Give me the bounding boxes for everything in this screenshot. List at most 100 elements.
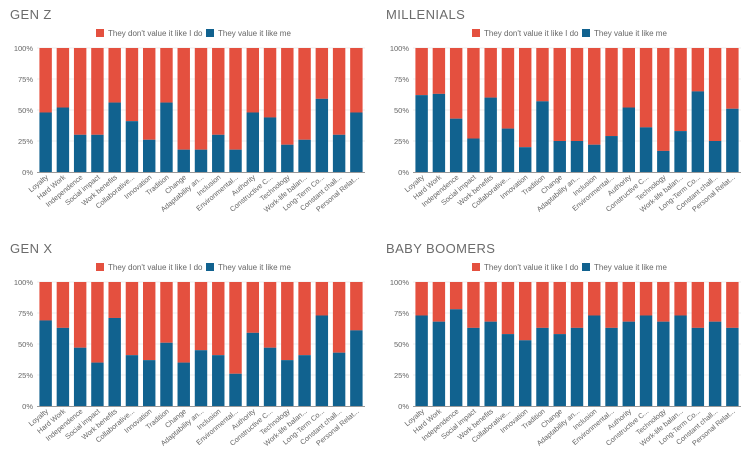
legend-swatch-blue [582,29,590,37]
bar-segment-red [605,282,618,328]
bar-segment-red [281,282,294,361]
bar-segment-blue [570,141,584,172]
legend-label-red: They don't value it like I do [484,29,579,38]
chart-panel-millenials: MILLENIALS They don't value it like I do… [376,0,752,233]
bar-segment-blue [125,121,139,172]
bar-segment-red [570,282,584,328]
bar-segment-red [194,282,208,351]
y-tick-label: 50% [394,106,409,115]
bar-segment-blue [281,144,294,172]
bar-segment-blue [449,118,463,172]
bar-segment-red [73,48,87,135]
bar-segment-blue [91,362,104,406]
legend-swatch-red [472,263,480,271]
bar-segment-blue [570,327,584,406]
bar-segment-red [622,282,636,322]
y-tick-label: 75% [18,75,33,84]
bar-segment-red [263,282,277,348]
bar-segment-blue [518,147,532,172]
chart-svg: They don't value it like I do They value … [390,263,741,448]
bar-segment-blue [553,141,566,172]
bar-segment-red [484,282,497,322]
bar-segment-red [415,48,428,96]
y-tick-label: 50% [394,340,409,349]
chart-title: BABY BOOMERS [386,241,496,256]
bar-segment-blue [536,327,549,406]
legend-label-red: They don't value it like I do [108,29,203,38]
bar-segment-blue [432,321,446,406]
bar-segment-blue [39,320,52,406]
bar-segment-red [108,282,121,318]
chart-svg: They don't value it like I do They value … [390,29,741,214]
bar-segment-blue [467,138,480,172]
bar-segment-blue [298,139,311,172]
bar-segment-red [332,282,346,353]
bar-segment-blue [501,334,515,406]
bar-segment-blue [691,91,705,172]
bar-segment-blue [160,102,173,172]
bar-segment-red [246,48,260,113]
bar-segment-blue [726,108,739,172]
bar-segment-blue [622,107,636,172]
bar-segment-red [467,48,480,139]
bar-segment-red [570,48,584,141]
y-tick-label: 25% [18,371,33,380]
bar-segment-blue [484,97,497,172]
bar-segment-red [108,48,121,103]
bar-segment-blue [639,315,653,406]
bar-segment-red [56,282,70,328]
chart-svg: They don't value it like I do They value … [14,263,365,448]
chart-panel-baby-boomers: BABY BOOMERS They don't value it like I … [376,234,752,467]
bar-segment-red [708,282,722,322]
y-tick-label: 100% [390,278,410,287]
legend-label-blue: They value it like me [594,29,667,38]
legend-swatch-blue [206,29,214,37]
bar-segment-blue [674,315,687,406]
bar-segment-red [449,282,463,310]
bar-segment-red [160,282,173,343]
bar-segment-red [674,282,687,316]
bar-segment-blue [536,101,549,172]
bar-segment-blue [298,355,311,406]
bar-segment-red [177,48,190,150]
bar-segment-blue [246,332,260,406]
bar-segment-blue [332,134,346,172]
bar-segment-blue [484,321,497,406]
bar-segment-blue [350,330,363,406]
bar-segment-red [73,282,87,348]
bar-segment-red [691,48,705,92]
bar-segment-red [125,282,139,356]
chart-legend: They don't value it like I do They value … [96,263,291,272]
bar-segment-red [91,48,104,135]
y-tick-label: 100% [390,44,410,53]
bar-segment-blue [691,327,705,406]
chart-title: GEN X [10,241,53,256]
bar-segment-blue [315,98,329,172]
bar-segment-red [160,48,173,103]
bar-segment-blue [622,321,636,406]
bar-segment-red [639,48,653,128]
chart-legend: They don't value it like I do They value … [472,263,667,272]
bar-segment-blue [194,350,208,406]
bar-segment-blue [315,315,329,406]
bar-segment-blue [449,309,463,406]
bar-segment-red [467,282,480,328]
legend-label-blue: They value it like me [218,29,291,38]
legend-label-blue: They value it like me [218,263,291,272]
bar-segment-red [39,48,52,113]
bar-segment-blue [56,327,70,406]
bar-segment-blue [281,360,294,406]
bar-segment-blue [588,315,601,406]
bar-segment-red [246,282,260,333]
chart-svg: They don't value it like I do They value … [14,29,365,214]
y-tick-label: 25% [394,137,409,146]
bar-segment-blue [588,144,601,172]
bar-segment-red [605,48,618,137]
bar-segment-blue [415,95,428,172]
legend-swatch-blue [582,263,590,271]
bar-segment-blue [73,347,87,406]
bar-segment-red [142,48,156,140]
legend-swatch-red [96,29,104,37]
bar-segment-red [432,282,446,322]
bar-segment-blue [467,327,480,406]
